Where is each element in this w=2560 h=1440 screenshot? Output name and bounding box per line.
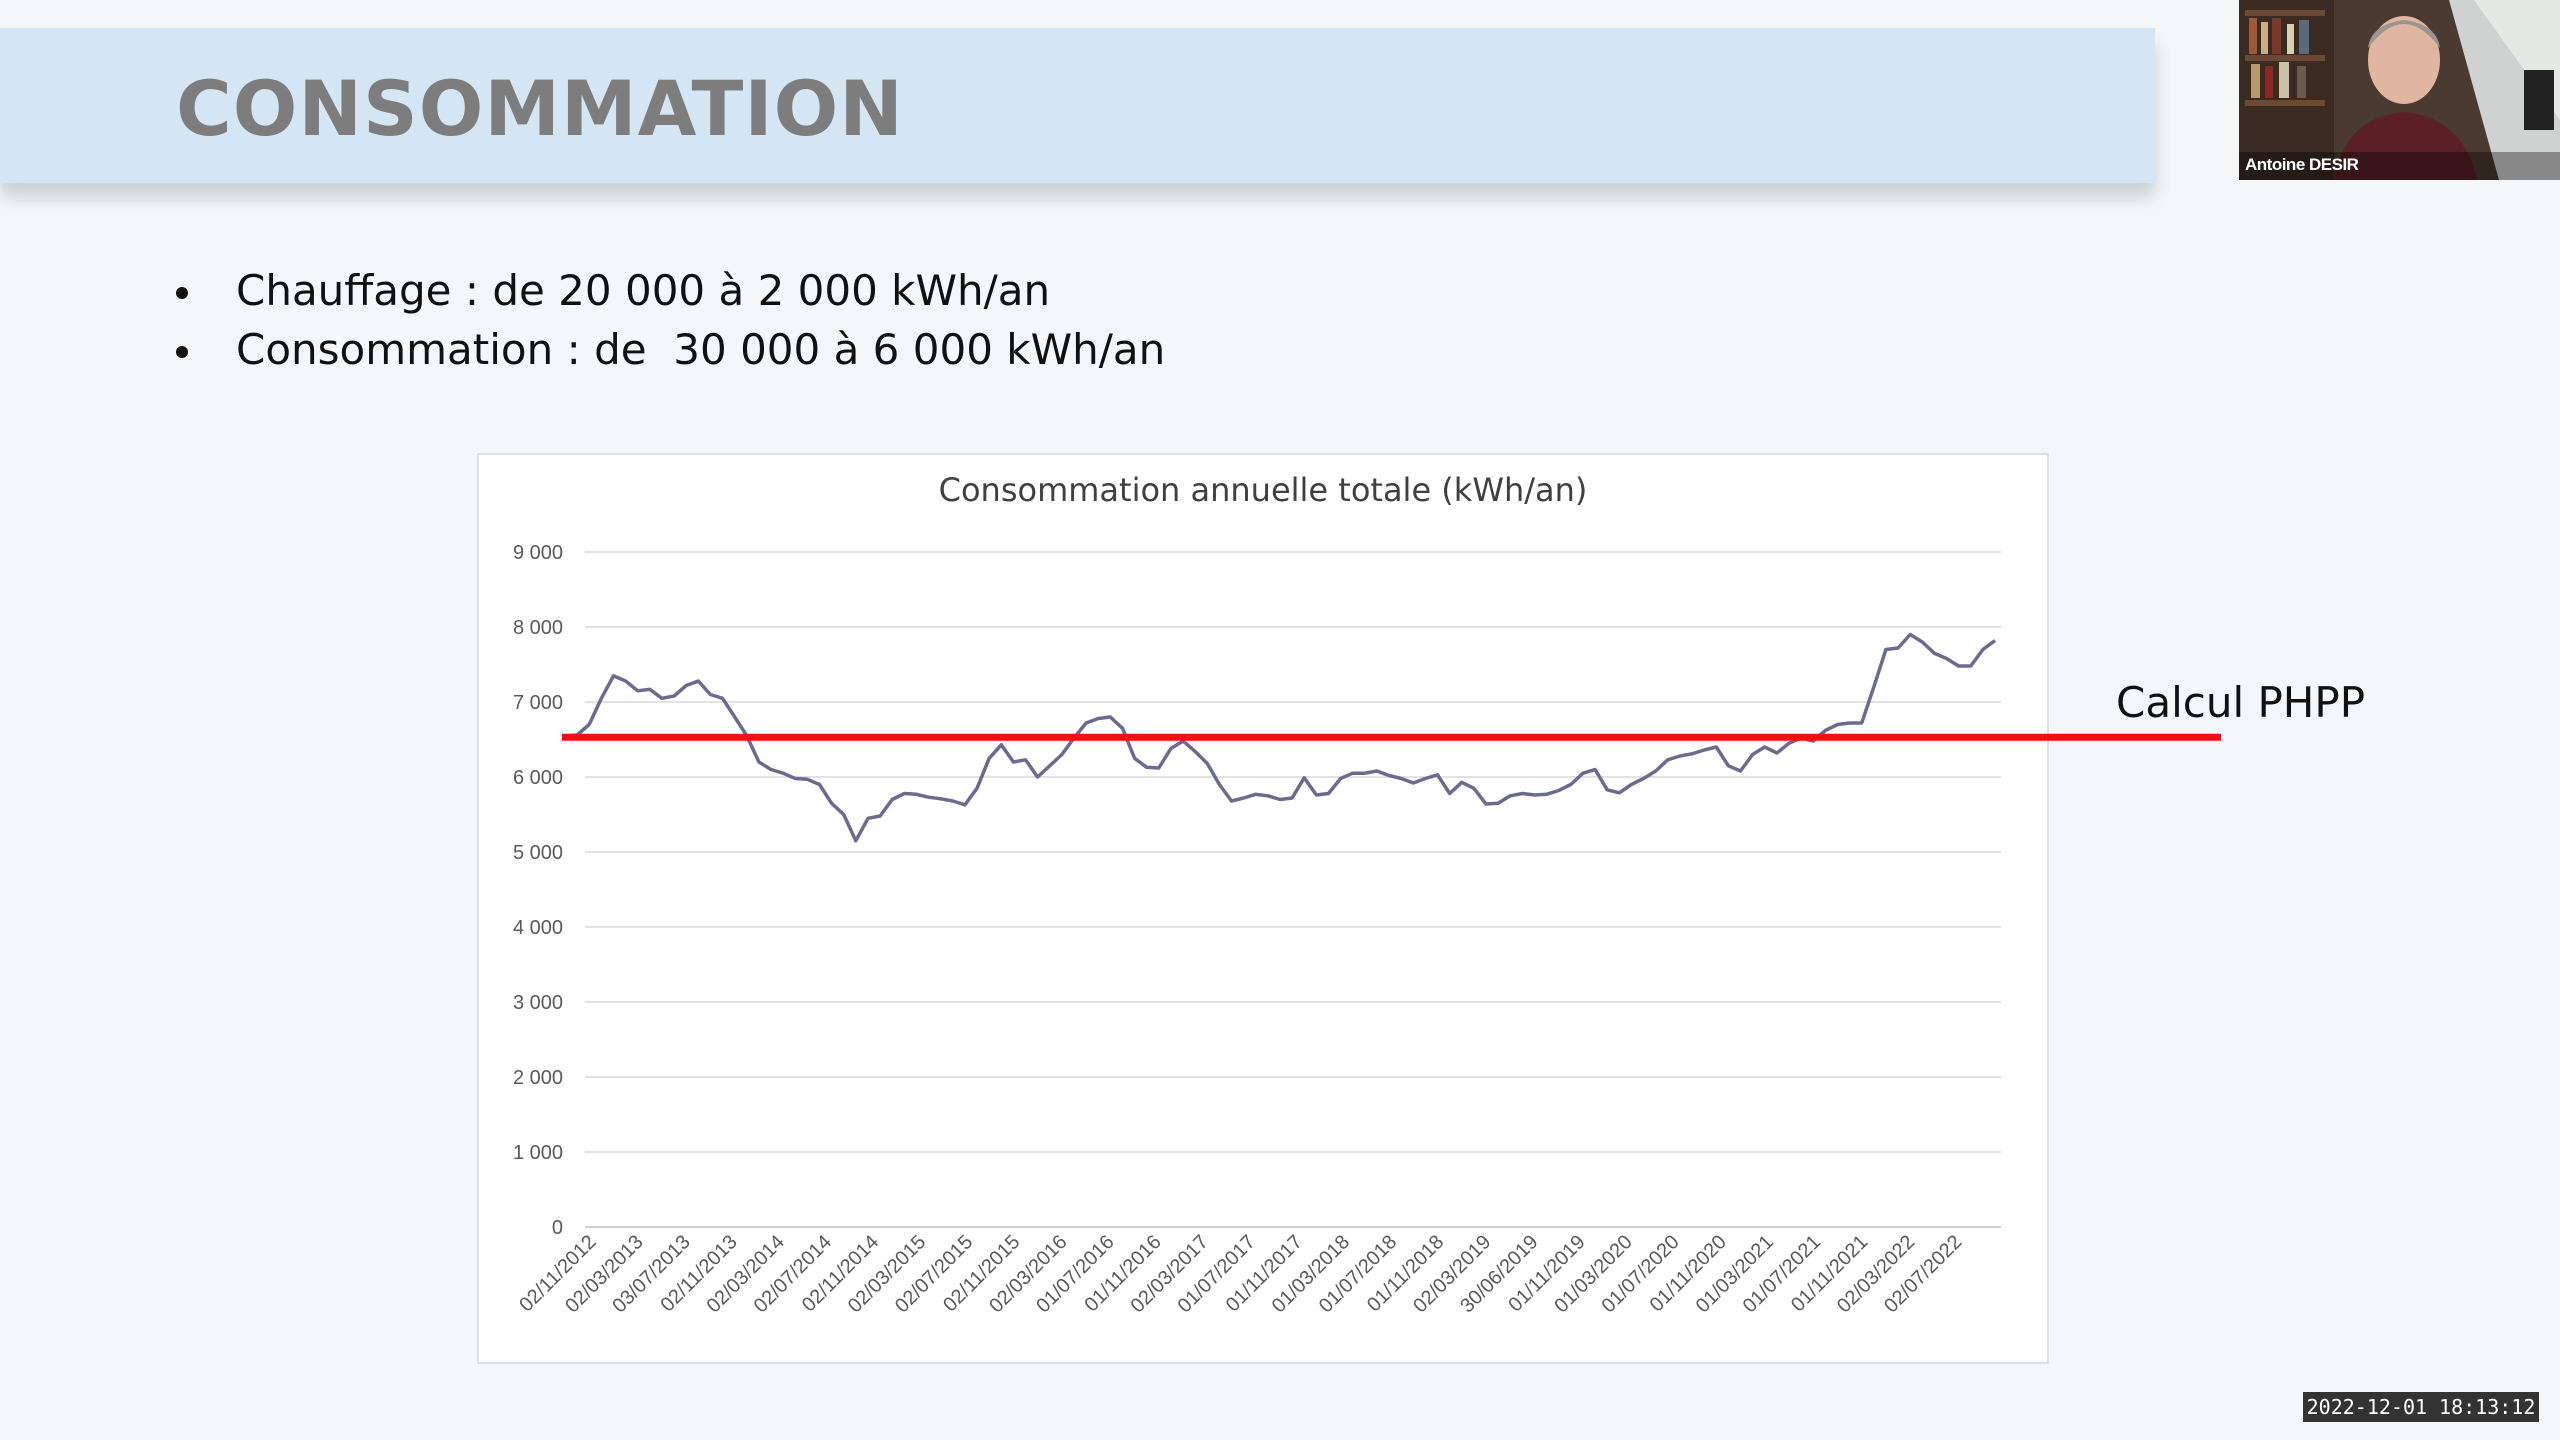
bullet-dot [176, 346, 188, 358]
y-tick-label: 6 000 [513, 767, 563, 789]
bullet-text: Consommation : de 30 000 à 6 000 kWh/an [236, 325, 1166, 374]
series-line [564, 632, 1997, 843]
phpp-label: Calcul PHPP [2116, 678, 2366, 727]
webcam-video-icon [2239, 0, 2560, 180]
y-tick-label: 7 000 [513, 692, 563, 714]
y-tick-label: 9 000 [513, 542, 563, 564]
slide-title: CONSOMMATION [176, 64, 904, 153]
y-tick-label: 0 [552, 1217, 563, 1239]
participant-name: Antoine DESIR [2245, 155, 2359, 174]
y-tick-label: 5 000 [513, 842, 563, 864]
y-tick-label: 3 000 [513, 992, 563, 1014]
webcam-thumbnail[interactable]: Antoine DESIR [2239, 0, 2560, 180]
y-tick-label: 8 000 [513, 617, 563, 639]
timestamp: 2022-12-01 18:13:12 [2303, 1392, 2539, 1422]
bullet-text: Chauffage : de 20 000 à 2 000 kWh/an [236, 266, 1051, 315]
bullet-dot [176, 287, 188, 299]
y-tick-label: 2 000 [513, 1067, 563, 1089]
y-tick-label: 1 000 [513, 1142, 563, 1164]
y-tick-label: 4 000 [513, 917, 563, 939]
line-chart: Consommation annuelle totale (kWh/an) 0 1 … [513, 471, 2001, 1317]
chart-title: Consommation annuelle totale (kWh/an) [939, 471, 1588, 509]
title-band [0, 28, 2155, 183]
chart-panel: Consommation annuelle totale (kWh/an) 0 1 … [477, 453, 2049, 1364]
